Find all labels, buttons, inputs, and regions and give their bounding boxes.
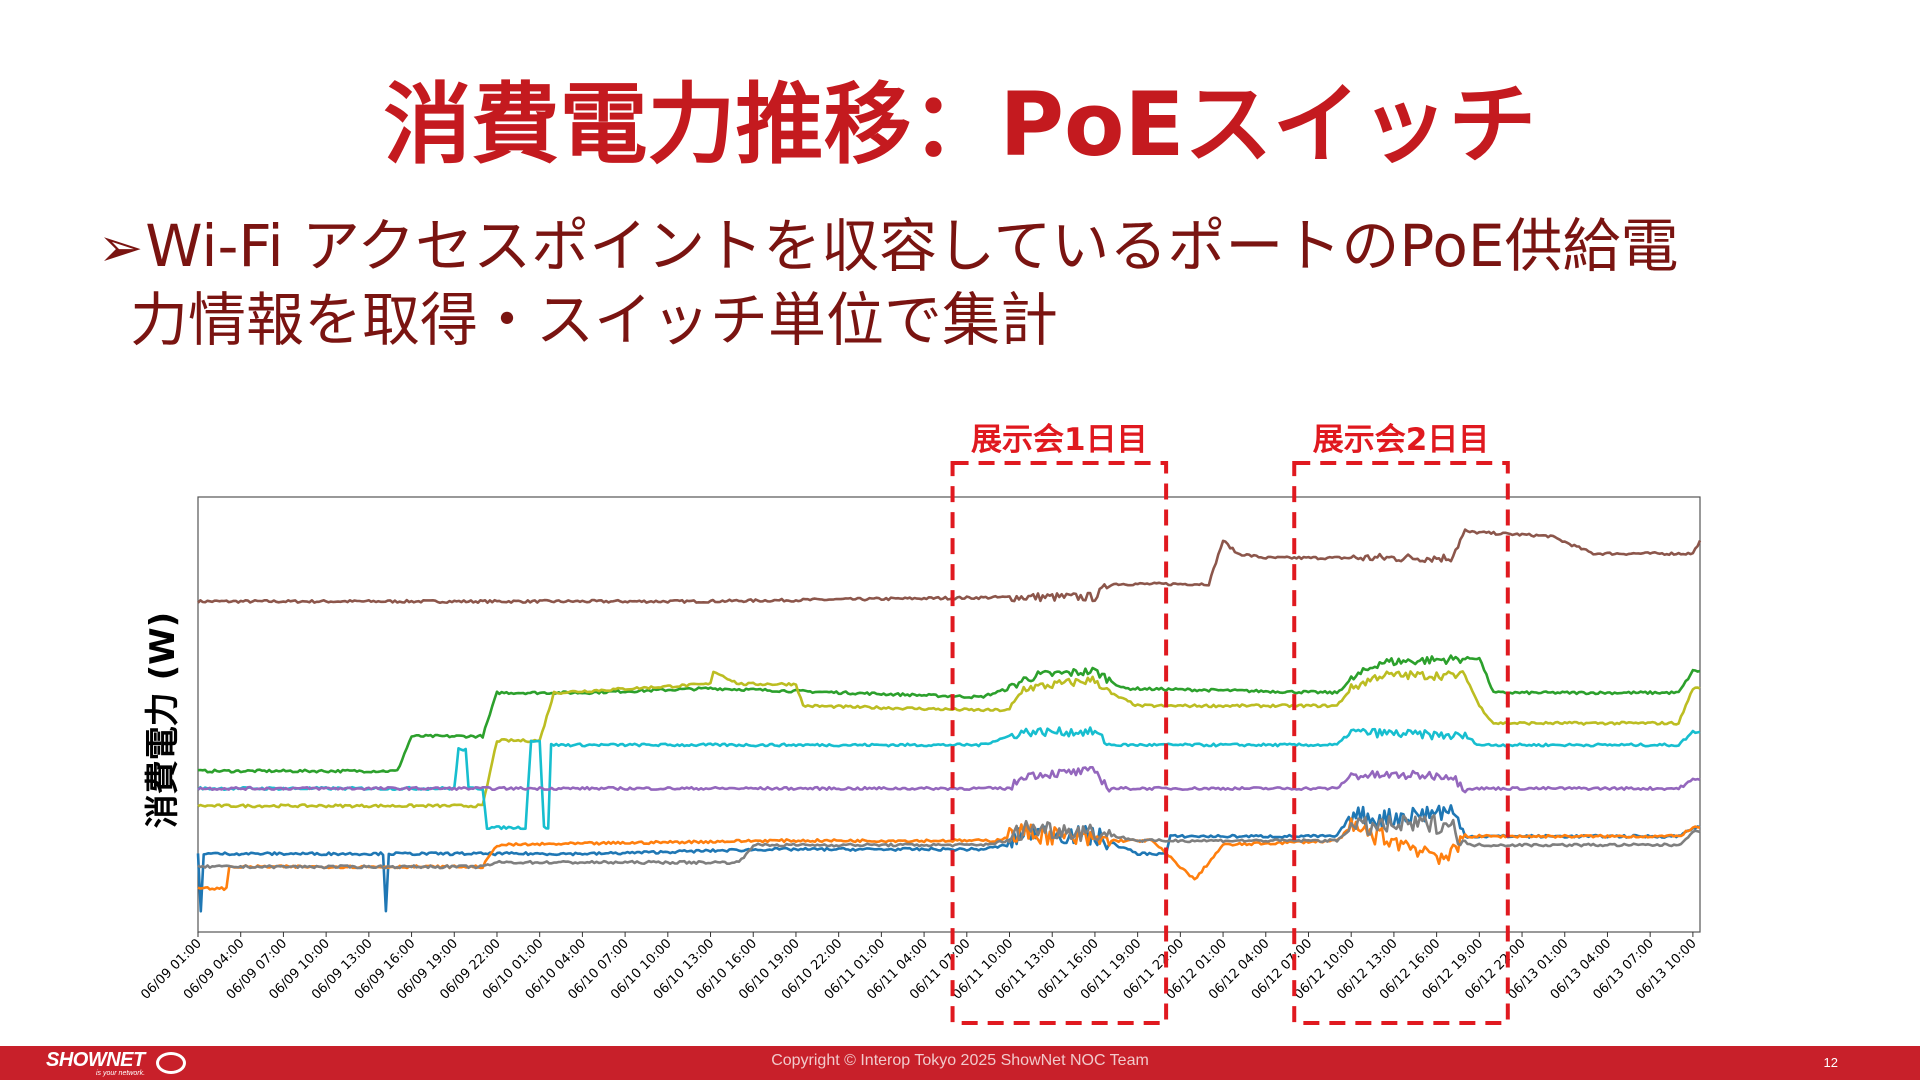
bullet-text: ➢Wi-Fi アクセスポイントを収容しているポートのPoE供給電 力情報を取得・… [98,210,1858,356]
slide-title: 消費電力推移：PoEスイッチ [383,73,1537,176]
series-line-1 [197,528,1702,604]
event-day-2-box [1292,461,1510,1025]
event-day-2-label: 展示会2日目 [1312,422,1490,458]
bullet-arrow-icon: ➢ [98,216,144,279]
y-axis-label: 消費電力 (W) [143,611,183,829]
event-day-1-box [950,461,1169,1025]
series-line-4 [197,726,1701,831]
bullet-line-1: ➢Wi-Fi アクセスポイントを収容しているポートのPoE供給電 [98,210,1858,284]
logo-ring-icon [156,1052,186,1074]
copyright: Copyright © Interop Tokyo 2025 ShowNet N… [771,1052,1149,1069]
page-number: 12 [1823,1055,1838,1070]
bullet-line-2: 力情報を取得・スイッチ単位で集計 [130,286,1059,354]
event-day-1-label: 展示会1日目 [971,422,1148,458]
logo-tagline: is your network. [96,1070,146,1077]
series-line-5 [197,766,1701,794]
series-line-2 [197,654,1701,774]
shownet-logo: SHOWNET is your network. [46,1049,186,1077]
logo-text: SHOWNET [46,1049,145,1071]
series-line-3 [197,670,1701,809]
series-line-8 [197,814,1701,870]
plot-frame [197,496,1701,933]
series-line-6 [196,804,1701,913]
footer-bar: SHOWNET is your network. Copyright © Int… [0,1046,1920,1080]
bullet-line-1-text: Wi-Fi アクセスポイントを収容しているポートのPoE供給電 [145,212,1679,280]
